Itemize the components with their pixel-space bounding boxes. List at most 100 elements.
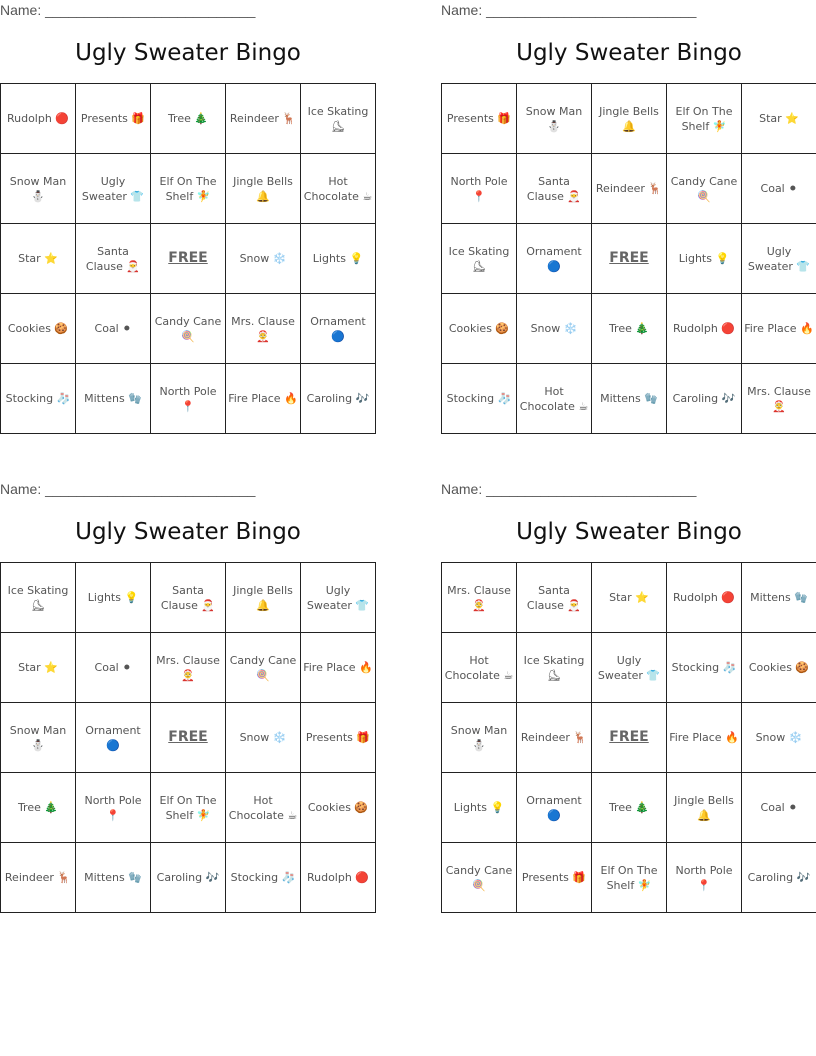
bingo-cell: Snow ❄️	[742, 703, 816, 773]
bingo-grid: Ice Skating ⛸ Lights 💡 Santa Clause 🎅 Jingl…	[0, 562, 376, 913]
bingo-cell: Ugly Sweater 👕	[76, 154, 151, 224]
bingo-cell: Hot Chocolate ☕	[442, 633, 517, 703]
bingo-cell: Snow ❄️	[517, 294, 592, 364]
bingo-cell: Rudolph 🔴	[667, 563, 742, 633]
bingo-cell: Cookies 🍪	[301, 773, 376, 843]
bingo-cell: Hot Chocolate ☕	[301, 154, 376, 224]
bingo-card: Name: ___________________________ Ugly Sw…	[441, 0, 816, 434]
bingo-cell: Coal ⚫	[742, 773, 816, 843]
bingo-cell: Fire Place 🔥	[301, 633, 376, 703]
free-cell: FREE	[151, 224, 226, 294]
bingo-cell: Coal ⚫	[742, 154, 816, 224]
free-cell: FREE	[592, 703, 667, 773]
bingo-cell: Mittens 🧤	[76, 364, 151, 434]
bingo-cell: Snow ❄️	[226, 703, 301, 773]
bingo-cell: Candy Cane 🍭	[667, 154, 742, 224]
free-cell: FREE	[592, 224, 667, 294]
bingo-cell: Mrs. Clause 🤶	[742, 364, 816, 434]
bingo-cell: Mrs. Clause 🤶	[151, 633, 226, 703]
card-title: Ugly Sweater Bingo	[516, 40, 742, 66]
bingo-cell: Caroling 🎶	[151, 843, 226, 913]
bingo-cell: Snow Man ⛄	[1, 703, 76, 773]
bingo-cell: Ornament 🔵	[301, 294, 376, 364]
bingo-cell: Snow Man ⛄	[1, 154, 76, 224]
bingo-cell: Stocking 🧦	[1, 364, 76, 434]
bingo-cell: Mittens 🧤	[76, 843, 151, 913]
bingo-cell: Presents 🎁	[442, 84, 517, 154]
bingo-cell: Snow Man ⛄	[442, 703, 517, 773]
card-title: Ugly Sweater Bingo	[516, 519, 742, 545]
bingo-cell: Elf On The Shelf 🧚	[667, 84, 742, 154]
bingo-cell: Tree 🎄	[1, 773, 76, 843]
bingo-cell: Candy Cane 🍭	[226, 633, 301, 703]
name-line: Name: ___________________________	[0, 481, 256, 497]
bingo-cell: Fire Place 🔥	[226, 364, 301, 434]
bingo-cell: Ugly Sweater 👕	[592, 633, 667, 703]
bingo-cell: Mittens 🧤	[742, 563, 816, 633]
bingo-cell: Hot Chocolate ☕	[517, 364, 592, 434]
bingo-cell: North Pole 📍	[667, 843, 742, 913]
bingo-cell: Candy Cane 🍭	[151, 294, 226, 364]
bingo-cell: Elf On The Shelf 🧚	[592, 843, 667, 913]
bingo-cell: Fire Place 🔥	[667, 703, 742, 773]
bingo-cell: North Pole 📍	[442, 154, 517, 224]
name-line: Name: ___________________________	[0, 2, 256, 18]
bingo-cell: Elf On The Shelf 🧚	[151, 773, 226, 843]
bingo-cell: Rudolph 🔴	[667, 294, 742, 364]
name-line: Name: ___________________________	[441, 2, 697, 18]
bingo-cell: Ice Skating ⛸	[442, 224, 517, 294]
bingo-cell: Ice Skating ⛸	[301, 84, 376, 154]
bingo-cell: Lights 💡	[76, 563, 151, 633]
bingo-cell: Presents 🎁	[517, 843, 592, 913]
card-title: Ugly Sweater Bingo	[75, 40, 301, 66]
bingo-cell: Star ⭐	[1, 633, 76, 703]
bingo-cell: Mrs. Clause 🤶	[226, 294, 301, 364]
name-line: Name: ___________________________	[441, 481, 697, 497]
bingo-cell: Elf On The Shelf 🧚	[151, 154, 226, 224]
bingo-cell: Tree 🎄	[151, 84, 226, 154]
bingo-cell: Jingle Bells 🔔	[226, 154, 301, 224]
bingo-card: Name: ___________________________ Ugly Sw…	[0, 479, 376, 913]
bingo-cell: Caroling 🎶	[301, 364, 376, 434]
bingo-cell: Cookies 🍪	[442, 294, 517, 364]
bingo-cell: Caroling 🎶	[742, 843, 816, 913]
bingo-cell: Lights 💡	[442, 773, 517, 843]
bingo-cell: Lights 💡	[301, 224, 376, 294]
card-title: Ugly Sweater Bingo	[75, 519, 301, 545]
free-cell: FREE	[151, 703, 226, 773]
bingo-cell: Tree 🎄	[592, 294, 667, 364]
bingo-card: Name: ___________________________ Ugly Sw…	[0, 0, 376, 434]
bingo-cell: Fire Place 🔥	[742, 294, 816, 364]
bingo-cell: Santa Clause 🎅	[517, 154, 592, 224]
bingo-cell: Snow ❄️	[226, 224, 301, 294]
bingo-cell: Ornament 🔵	[517, 224, 592, 294]
bingo-cell: Ugly Sweater 👕	[301, 563, 376, 633]
bingo-cell: North Pole 📍	[151, 364, 226, 434]
bingo-cell: Caroling 🎶	[667, 364, 742, 434]
bingo-cell: Reindeer 🦌	[226, 84, 301, 154]
bingo-cell: Jingle Bells 🔔	[667, 773, 742, 843]
bingo-cell: Coal ⚫	[76, 633, 151, 703]
bingo-grid: Presents 🎁 Snow Man ⛄ Jingle Bells 🔔 Elf On…	[441, 83, 816, 434]
bingo-cell: Rudolph 🔴	[1, 84, 76, 154]
bingo-cell: Santa Clause 🎅	[517, 563, 592, 633]
bingo-cell: Jingle Bells 🔔	[226, 563, 301, 633]
bingo-cell: Ornament 🔵	[517, 773, 592, 843]
bingo-grid: Mrs. Clause 🤶 Santa Clause 🎅 Star ⭐ Rudolph…	[441, 562, 816, 913]
bingo-cell: Mittens 🧤	[592, 364, 667, 434]
bingo-cell: Reindeer 🦌	[517, 703, 592, 773]
bingo-cell: Snow Man ⛄	[517, 84, 592, 154]
bingo-cell: Lights 💡	[667, 224, 742, 294]
bingo-cell: Reindeer 🦌	[1, 843, 76, 913]
bingo-cell: Star ⭐	[1, 224, 76, 294]
bingo-cell: Tree 🎄	[592, 773, 667, 843]
bingo-cell: Stocking 🧦	[667, 633, 742, 703]
bingo-cell: Santa Clause 🎅	[76, 224, 151, 294]
bingo-cell: Ornament 🔵	[76, 703, 151, 773]
bingo-cell: Candy Cane 🍭	[442, 843, 517, 913]
bingo-cell: Mrs. Clause 🤶	[442, 563, 517, 633]
bingo-cell: Reindeer 🦌	[592, 154, 667, 224]
bingo-cell: Coal ⚫	[76, 294, 151, 364]
bingo-cell: North Pole 📍	[76, 773, 151, 843]
bingo-card: Name: ___________________________ Ugly Sw…	[441, 479, 816, 913]
